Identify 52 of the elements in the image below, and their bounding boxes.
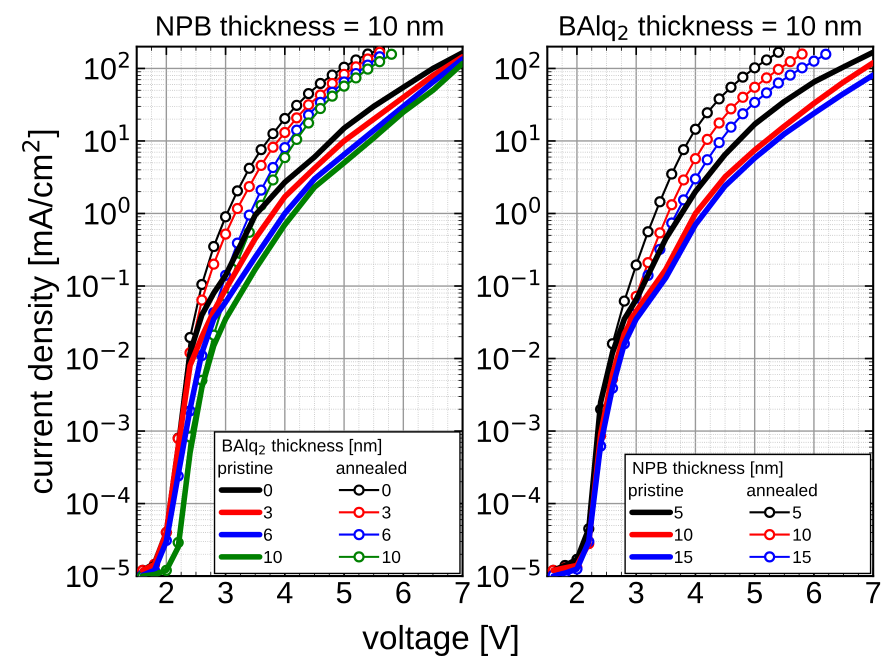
- y-tick-label: 10$^{0}$: [496, 196, 540, 225]
- annotation: pristine: [218, 461, 272, 478]
- y-tick-label: 10$^{1}$: [85, 124, 129, 152]
- x-tick-label: 4: [277, 582, 292, 604]
- y-axis-title: current density [mA/cm$^{2}$]: [22, 130, 60, 494]
- legend-label: 5: [674, 506, 683, 519]
- y-tick-label: 10$^{−3}$: [478, 414, 540, 442]
- y-tick-label: 10$^{−2}$: [67, 342, 129, 370]
- x-tick-label: 2: [570, 582, 584, 604]
- annotation: annealed: [747, 484, 817, 496]
- y-tick-label: 10$^{−1}$: [478, 270, 540, 298]
- y-tick-label: 10$^{−1}$: [67, 270, 129, 298]
- y-tick-label: 10$^{−3}$: [67, 414, 130, 442]
- x-tick-label: 7: [456, 582, 470, 604]
- chart-title: BAlq$_{2}$ thickness = 10 nm: [560, 15, 861, 42]
- legend-label: 3: [264, 506, 272, 519]
- legend-label: 15: [675, 550, 692, 564]
- legend-label: 15: [794, 550, 811, 564]
- legend-label: 5: [792, 506, 802, 519]
- x-tick-label: 5: [336, 582, 352, 604]
- legend-label: 10: [264, 550, 282, 564]
- chart-title: NPB thickness = 10 nm: [157, 15, 443, 36]
- y-tick-label: 10$^{−4}$: [67, 487, 130, 515]
- x-axis-title: voltage [V]: [362, 624, 518, 656]
- x-tick-label: 7: [866, 582, 880, 604]
- legend-label: 10: [675, 528, 692, 541]
- y-tick-label: 10$^{−5}$: [478, 560, 540, 588]
- x-tick-label: 6: [396, 582, 410, 604]
- legend-label: 10: [794, 528, 811, 541]
- y-tick-label: 10$^{−5}$: [67, 560, 129, 588]
- x-tick-label: 3: [628, 582, 644, 604]
- legend-label: 0: [382, 484, 391, 496]
- y-tick-label: 10$^{2}$: [496, 52, 540, 80]
- y-tick-label: 10$^{2}$: [85, 52, 129, 80]
- legend-title: NPB thickness [nm]: [633, 461, 782, 478]
- x-tick-label: 6: [806, 582, 822, 604]
- annotation: annealed: [336, 461, 406, 474]
- x-tick-label: 5: [747, 582, 762, 604]
- legend-title: BAlq$_{2}$ thickness [nm]: [222, 438, 382, 456]
- y-tick-label: 10$^{−2}$: [478, 342, 540, 370]
- legend-label: 6: [382, 528, 390, 541]
- y-tick-label: 10$^{0}$: [85, 196, 130, 225]
- x-tick-label: 2: [159, 582, 174, 604]
- x-tick-label: 4: [688, 582, 704, 604]
- legend-label: 10: [382, 550, 400, 564]
- y-tick-label: 10$^{1}$: [496, 124, 540, 152]
- annotation: pristine: [629, 484, 684, 500]
- y-tick-label: 10$^{−4}$: [478, 487, 540, 515]
- legend-label: 0: [264, 484, 272, 496]
- legend-label: 3: [382, 506, 390, 519]
- legend-label: 6: [264, 528, 272, 541]
- x-tick-label: 3: [218, 582, 233, 604]
